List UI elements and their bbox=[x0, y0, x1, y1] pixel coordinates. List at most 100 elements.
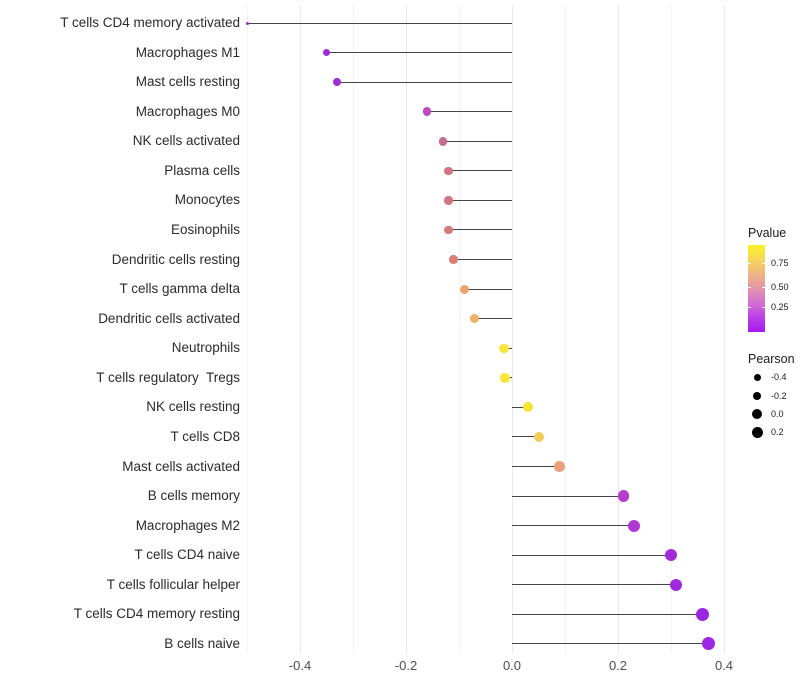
lollipop-segment bbox=[453, 259, 512, 261]
lollipop-segment bbox=[427, 111, 512, 113]
y-axis-label: Eosinophils bbox=[170, 221, 240, 237]
y-axis-label: T cells regulatory Tregs bbox=[96, 369, 240, 385]
lollipop-dot bbox=[554, 461, 565, 472]
lollipop-dot bbox=[500, 373, 510, 383]
lollipop-dot bbox=[444, 196, 453, 205]
lollipop-segment bbox=[512, 643, 709, 645]
lollipop-segment bbox=[448, 199, 512, 201]
y-axis-label: T cells CD4 naive bbox=[134, 547, 240, 563]
x-axis-tick-label: 0.0 bbox=[502, 658, 522, 673]
colorbar-tick bbox=[748, 287, 751, 288]
pvalue-tick-label: 0.25 bbox=[771, 302, 789, 312]
y-axis-label: T cells CD4 memory resting bbox=[73, 606, 240, 622]
lollipop-segment bbox=[512, 584, 677, 586]
lollipop-segment bbox=[247, 22, 512, 24]
y-axis-label: Neutrophils bbox=[171, 340, 240, 356]
y-axis-label: T cells gamma delta bbox=[119, 281, 240, 297]
colorbar-tick bbox=[762, 263, 765, 264]
lollipop-segment bbox=[326, 52, 512, 54]
gridline bbox=[458, 5, 460, 653]
pvalue-tick-label: 0.75 bbox=[771, 258, 789, 268]
lollipop-dot bbox=[617, 490, 630, 502]
lollipop-dot bbox=[533, 431, 544, 442]
lollipop-dot bbox=[627, 519, 640, 532]
lollipop-segment bbox=[474, 318, 512, 320]
y-axis-label: T cells follicular helper bbox=[106, 576, 240, 592]
lollipop-segment bbox=[512, 525, 634, 527]
lollipop-segment bbox=[464, 288, 512, 290]
gridline bbox=[352, 5, 354, 653]
y-axis-label: T cells CD4 memory activated bbox=[60, 15, 240, 30]
lollipop-segment bbox=[512, 466, 560, 468]
gridline bbox=[617, 5, 619, 653]
lollipop-dot bbox=[470, 314, 480, 324]
pvalue-legend-title: Pvalue bbox=[748, 226, 787, 240]
y-axis-label: NK cells resting bbox=[146, 399, 240, 415]
y-axis-label: Macrophages M2 bbox=[135, 517, 240, 533]
colorbar-tick bbox=[748, 263, 751, 264]
pvalue-tick-label: 0.50 bbox=[771, 282, 789, 292]
lollipop-dot bbox=[459, 284, 469, 294]
lollipop-dot bbox=[701, 637, 715, 651]
lollipop-dot bbox=[696, 607, 710, 621]
lollipop-dot bbox=[245, 21, 249, 25]
gridline bbox=[670, 5, 672, 653]
pearson-legend-dot bbox=[752, 391, 762, 401]
lollipop-segment bbox=[512, 554, 671, 556]
y-axis-label: Dendritic cells activated bbox=[98, 310, 240, 326]
colorbar-tick bbox=[762, 307, 765, 308]
y-axis-label: Mast cells resting bbox=[135, 74, 240, 90]
gridline bbox=[723, 5, 725, 653]
pearson-legend-dot bbox=[752, 409, 762, 419]
y-axis-label: Macrophages M1 bbox=[135, 44, 240, 60]
gridline bbox=[299, 5, 301, 653]
lollipop-segment bbox=[337, 81, 512, 83]
lollipop-dot bbox=[444, 225, 453, 235]
x-axis-tick-label: -0.4 bbox=[288, 658, 312, 673]
y-axis-label: Dendritic cells resting bbox=[111, 251, 240, 267]
lollipop-dot bbox=[449, 255, 458, 264]
pearson-legend-label: 0.2 bbox=[771, 427, 784, 437]
lollipop-dot bbox=[422, 107, 432, 116]
pearson-legend-label: 0.0 bbox=[771, 409, 784, 419]
lollipop-segment bbox=[448, 170, 512, 172]
lollipop-dot bbox=[438, 137, 448, 146]
lollipop-dot bbox=[665, 549, 677, 562]
lollipop-segment bbox=[512, 406, 528, 408]
y-axis-label: B cells naive bbox=[164, 635, 240, 651]
gridline bbox=[564, 5, 566, 653]
x-axis-tick-label: 0.2 bbox=[608, 658, 628, 673]
pearson-legend-dot bbox=[751, 426, 763, 438]
lollipop-dot bbox=[499, 343, 509, 354]
colorbar-tick bbox=[762, 287, 765, 288]
lollipop-segment bbox=[448, 229, 512, 231]
y-axis-label: Plasma cells bbox=[164, 162, 240, 178]
lollipop-segment bbox=[443, 140, 512, 142]
lollipop-segment bbox=[512, 613, 703, 615]
lollipop-dot bbox=[333, 78, 342, 87]
pearson-legend-label: -0.4 bbox=[771, 372, 787, 382]
y-axis-label: Mast cells activated bbox=[122, 458, 240, 474]
lollipop-dot bbox=[322, 48, 331, 57]
lollipop-segment bbox=[512, 495, 624, 497]
lollipop-dot bbox=[444, 166, 453, 176]
y-axis-label: B cells memory bbox=[147, 488, 240, 504]
pvalue-colorbar bbox=[748, 245, 765, 332]
colorbar-tick bbox=[748, 307, 751, 308]
x-axis-tick-label: 0.4 bbox=[714, 658, 734, 673]
lollipop-dot bbox=[670, 578, 683, 591]
pearson-legend-title: Pearson bbox=[748, 352, 795, 366]
y-axis-label: NK cells activated bbox=[132, 133, 240, 149]
gridline bbox=[511, 5, 513, 653]
y-axis-label: Monocytes bbox=[174, 192, 240, 208]
lollipop-segment bbox=[512, 436, 539, 438]
x-axis-tick-label: -0.2 bbox=[394, 658, 418, 673]
pearson-legend-dot bbox=[753, 373, 761, 381]
gridline bbox=[405, 5, 407, 653]
pearson-legend-label: -0.2 bbox=[771, 391, 787, 401]
y-axis-label: Macrophages M0 bbox=[135, 103, 240, 119]
gridline bbox=[246, 5, 248, 653]
lollipop-dot bbox=[522, 402, 533, 413]
y-axis-label: T cells CD8 bbox=[170, 428, 240, 444]
